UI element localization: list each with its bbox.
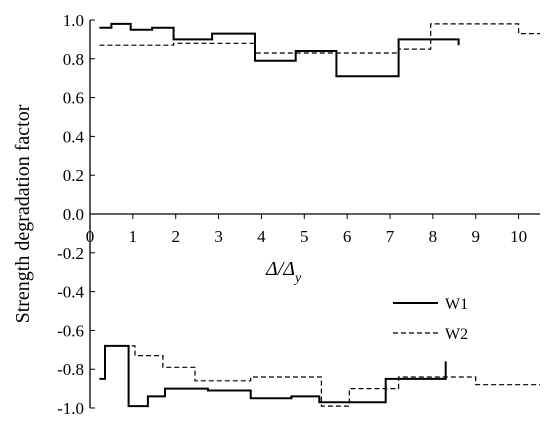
y-tick-label: 0.4 [63, 127, 85, 146]
plot-frame [89, 20, 540, 408]
y-tick-label: 1.0 [63, 11, 84, 30]
x-axis-title-subscript: y [293, 271, 302, 286]
y-tick-label: 0.8 [63, 50, 84, 69]
x-axis-title: Δ/Δy [265, 258, 302, 286]
y-tick-label: 0.0 [63, 205, 84, 224]
x-axis: 0 1 2 3 4 5 6 7 8 9 10 [86, 214, 527, 246]
series-line-w1-positive [99, 22, 460, 78]
x-tick-label: 10 [510, 227, 527, 246]
x-tick-label: 9 [471, 227, 480, 246]
series-layer [99, 22, 540, 408]
x-tick-label: 2 [171, 227, 180, 246]
y-tick-label: -0.6 [57, 321, 84, 340]
y-axis: 1.0 0.8 0.6 0.4 0.2 0.0 -0.2 -0.4 -0.6 -0.8 -1.0 [57, 11, 95, 418]
y-tick-label: -1.0 [57, 399, 84, 418]
x-tick-label: 0 [86, 227, 95, 246]
y-axis-title: Strength degradation factor [12, 104, 34, 323]
legend: W1 W2 [393, 296, 468, 343]
x-tick-label: 4 [257, 227, 266, 246]
x-tick-label: 3 [214, 227, 223, 246]
legend-label-w1: W1 [445, 296, 468, 313]
y-tick-label: -0.4 [57, 283, 84, 302]
x-tick-label: 1 [129, 227, 138, 246]
series-line-w1-negative [99, 344, 447, 408]
x-tick-label: 8 [429, 227, 438, 246]
x-tick-label: 7 [386, 227, 395, 246]
x-tick-label: 6 [343, 227, 352, 246]
y-tick-label: -0.8 [57, 360, 84, 379]
x-tick-label: 5 [300, 227, 309, 246]
y-tick-label: 0.2 [63, 166, 84, 185]
y-tick-label: -0.2 [57, 244, 84, 263]
series-line-w2-negative [115, 345, 540, 407]
series-line-w2-positive [99, 23, 540, 54]
y-tick-label: 0.6 [63, 89, 84, 108]
legend-label-w2: W2 [445, 326, 468, 343]
